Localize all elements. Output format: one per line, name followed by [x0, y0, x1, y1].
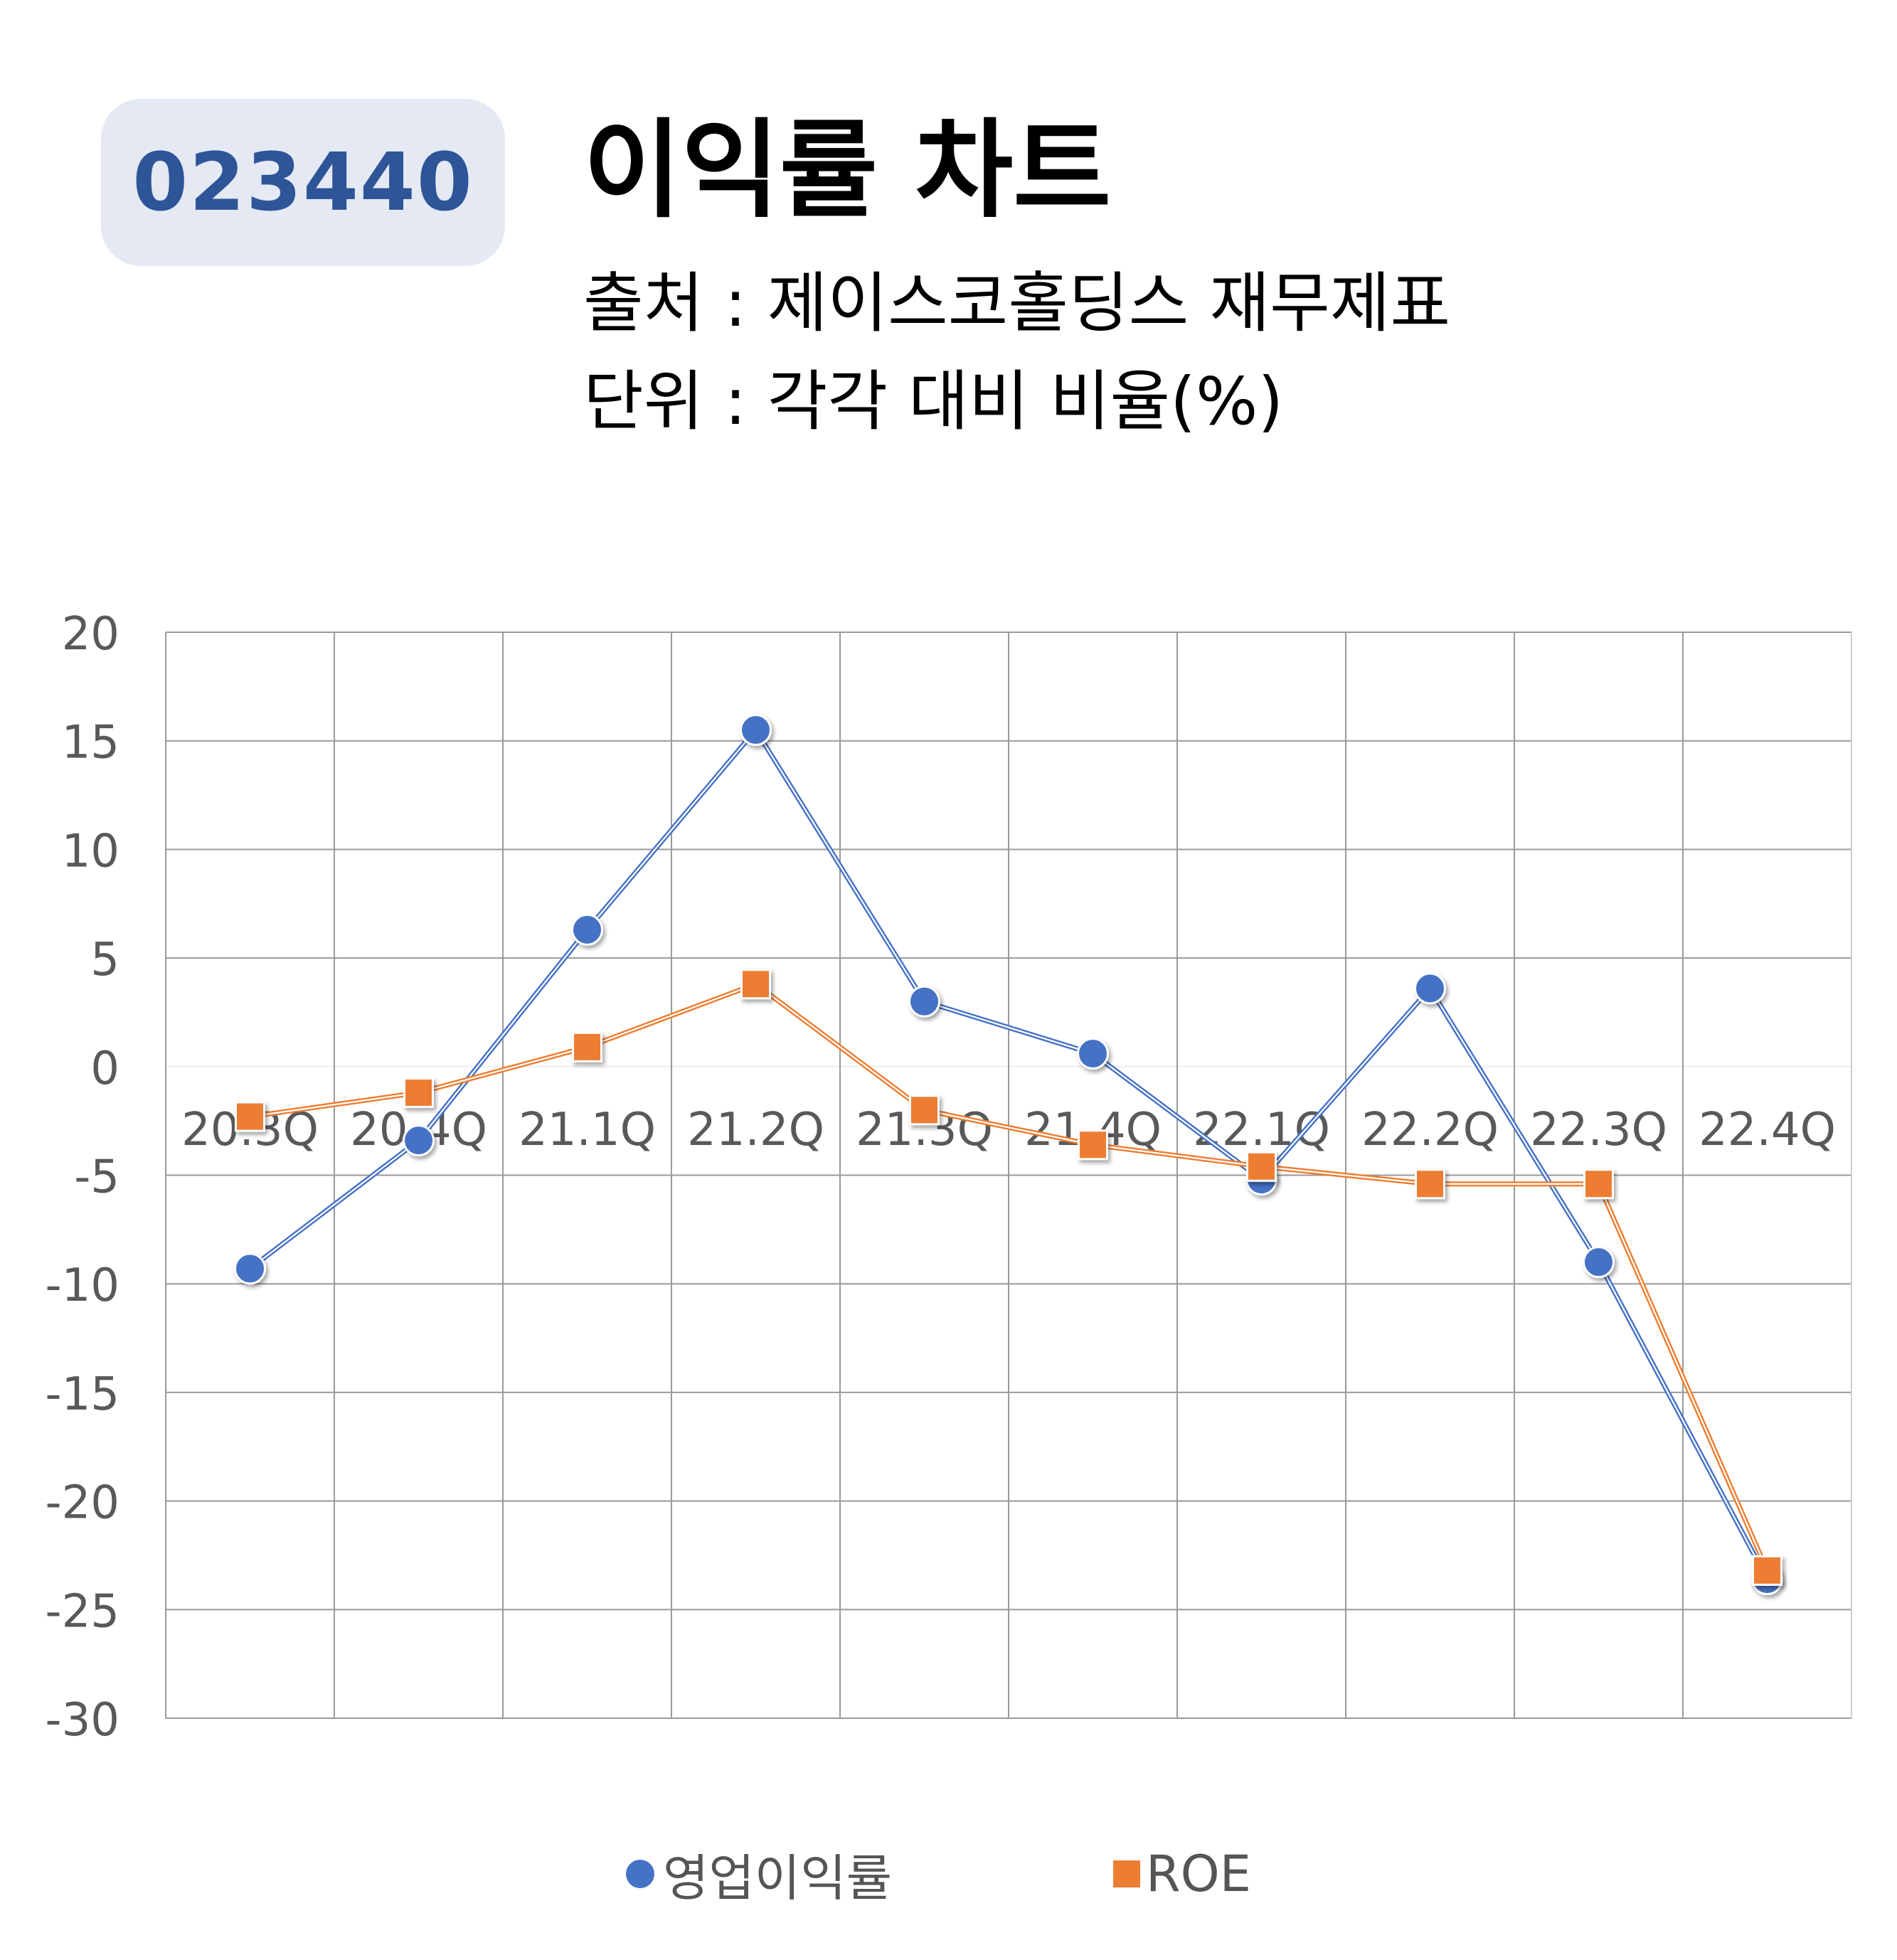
point-roe [1752, 1555, 1782, 1586]
y-tick-label: 15 [62, 717, 119, 769]
legend-item-roe: ROE [1113, 1838, 1251, 1910]
point-roe [1246, 1151, 1277, 1182]
point-operating-margin [908, 985, 940, 1018]
legend-square-marker [1113, 1860, 1140, 1887]
point-roe [1583, 1168, 1614, 1200]
y-tick-label: 0 [90, 1043, 119, 1095]
chart-title: 이익률 차트 [583, 109, 1112, 233]
x-tick-label: 22.3Q [1530, 1104, 1667, 1156]
point-operating-margin [571, 913, 603, 946]
point-operating-margin [403, 1124, 435, 1157]
legend-label-operating-margin: 영업이익률 [663, 1848, 892, 1907]
y-tick-label: -10 [45, 1259, 119, 1312]
stock-code-badge: 023440 [101, 99, 505, 266]
point-roe [1415, 1168, 1445, 1200]
x-tick-label: 22.2Q [1361, 1104, 1499, 1156]
point-operating-margin [1414, 972, 1446, 1005]
y-tick-label: -25 [45, 1585, 119, 1638]
y-tick-label: -30 [45, 1694, 119, 1747]
point-operating-margin [1077, 1037, 1109, 1070]
point-roe [572, 1031, 602, 1062]
x-tick-label: 21.1Q [519, 1104, 656, 1156]
legend-label-roe: ROE [1146, 1845, 1251, 1903]
y-tick-label: 20 [62, 608, 119, 661]
point-roe [403, 1077, 434, 1108]
x-tick-label: 21.2Q [687, 1104, 824, 1156]
unit-text: 단위 : 각각 대비 비율(%) [583, 363, 1284, 440]
point-operating-margin [1583, 1246, 1615, 1279]
point-roe [235, 1101, 265, 1132]
point-operating-margin [740, 713, 772, 746]
x-tick-label: 22.4Q [1699, 1104, 1836, 1156]
point-roe [1078, 1129, 1108, 1161]
point-operating-margin [234, 1252, 266, 1285]
y-tick-label: -15 [45, 1368, 119, 1421]
series-line-highlight-operating-margin [249, 729, 1768, 1580]
y-tick-label: 10 [62, 825, 119, 878]
series-line-highlight-roe [250, 983, 1768, 1571]
legend-circle-marker [626, 1860, 654, 1888]
legend-item-operating-margin: 영업이익률 [626, 1838, 892, 1910]
point-roe [740, 969, 771, 1000]
source-text: 출처 : 제이스코홀딩스 재무제표 [583, 265, 1451, 341]
stock-code: 023440 [132, 136, 474, 229]
y-tick-label: -20 [45, 1477, 119, 1530]
y-tick-label: -5 [74, 1151, 119, 1204]
point-roe [909, 1094, 940, 1126]
y-tick-label: 5 [90, 934, 119, 986]
x-tick-label: 22.1Q [1193, 1104, 1330, 1156]
